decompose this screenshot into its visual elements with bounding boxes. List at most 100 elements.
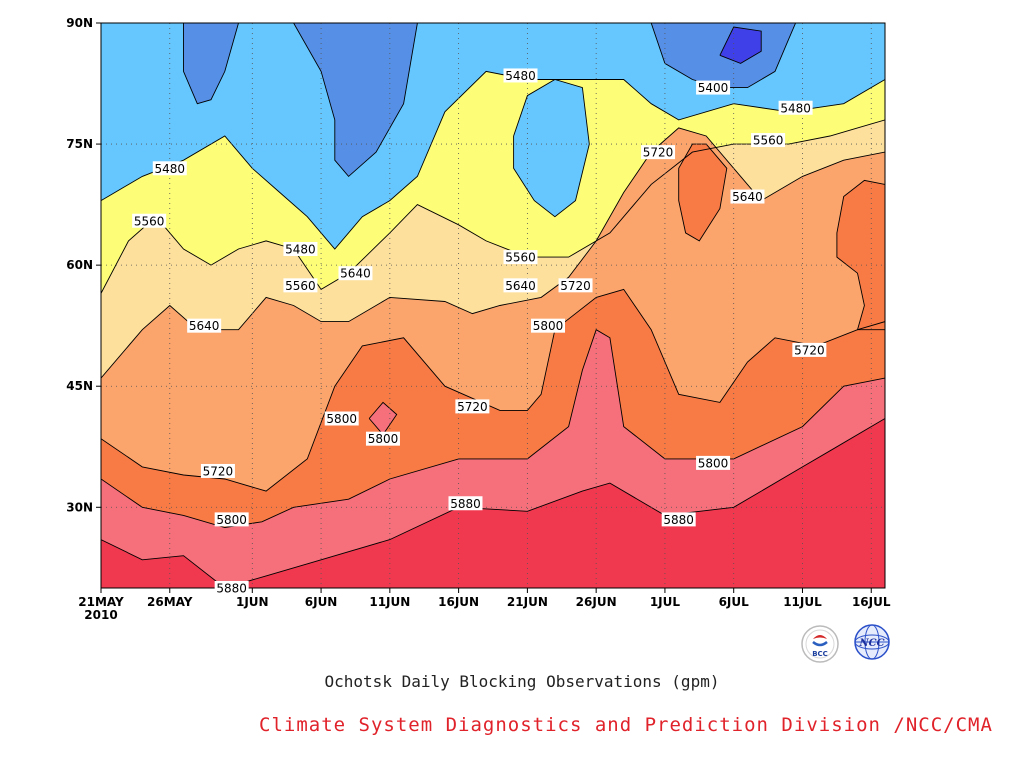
contour-label-24: 5640 — [730, 189, 765, 204]
chart-caption: Ochotsk Daily Blocking Observations (gpm… — [324, 672, 720, 691]
contour-label-1: 5560 — [132, 213, 167, 228]
contour-line-5400-14 — [719, 26, 762, 64]
y-tick-label-60N: 60N — [66, 258, 93, 272]
contour-label-text: 5720 — [457, 400, 488, 414]
contour-label-text: 5560 — [753, 134, 784, 148]
contour-line-5480-9 — [513, 79, 590, 218]
island-fill-5400-14 — [719, 27, 762, 64]
contour-label-23: 5560 — [751, 133, 786, 148]
contour-label-11: 5880 — [448, 496, 483, 511]
x-tick-label-26MAY: 26MAY — [147, 595, 193, 609]
contour-label-22: 5480 — [778, 100, 813, 115]
plot-frame — [100, 22, 886, 589]
contour-label-text: 5480 — [780, 101, 811, 115]
contour-label-text: 5720 — [203, 464, 234, 478]
axes: 30N 45N 60N 75N 90N 21MAY 26MAY 1JUN 6JUN 11JUN 16… — [66, 16, 891, 622]
x-tick-label-26JUN: 26JUN — [576, 595, 617, 609]
island-fill-5400-6 — [183, 23, 239, 104]
contour-label-text: 5720 — [560, 279, 591, 293]
ncc-logo-text: NCC — [858, 638, 884, 649]
contour-label-text: 5480 — [285, 243, 316, 257]
x-tick-label-16JUN: 16JUN — [438, 595, 479, 609]
contour-line-5720-11 — [836, 179, 885, 331]
contour-line-5400-7 — [293, 23, 418, 178]
contour-label-text: 5720 — [794, 343, 825, 357]
gridlines — [101, 23, 885, 588]
contour-label-text: 5800 — [698, 456, 729, 470]
contour-label-text: 5880 — [450, 497, 481, 511]
x-tick-label-6JUN: 6JUN — [305, 595, 338, 609]
contour-label-text: 5400 — [698, 81, 729, 95]
contour-label-text: 5640 — [505, 279, 536, 293]
y-tick-label-30N: 30N — [66, 500, 93, 514]
contour-line-5720-2 — [101, 288, 885, 492]
island-fill-5400-7 — [293, 23, 418, 177]
y-tick-label-90N: 90N — [66, 16, 93, 30]
contour-label-text: 5640 — [732, 190, 763, 204]
contour-label-text: 5480 — [505, 69, 536, 83]
x-tick-label-21JUN: 21JUN — [507, 595, 548, 609]
x-year-label: 2010 — [84, 608, 117, 622]
contour-label-text: 5640 — [340, 267, 371, 281]
filled-contours — [101, 23, 885, 588]
contour-label-3: 5720 — [200, 463, 235, 478]
x-tick-label-11JUL: 11JUL — [783, 595, 822, 609]
contour-label-20: 5880 — [661, 512, 696, 527]
contour-label-9: 5800 — [324, 411, 359, 426]
y-tick-label-75N: 75N — [66, 137, 93, 151]
contour-labels: 5480 5560 5640 5720 5800 5880 5480 5560 5640 5800… — [132, 68, 827, 596]
y-tick-label-45N: 45N — [66, 379, 93, 393]
island-fill-5880-12 — [369, 402, 397, 435]
contour-label-13: 5480 — [503, 68, 538, 83]
x-tick-label-11JUN: 11JUN — [369, 595, 410, 609]
contour-label-text: 5800 — [533, 319, 564, 333]
contour-label-text: 5560 — [505, 251, 536, 265]
contour-label-25: 5720 — [792, 342, 827, 357]
x-tick-label-21MAY: 21MAY — [78, 595, 124, 609]
contour-label-16: 5800 — [531, 318, 566, 333]
island-fill-5480-9 — [513, 79, 590, 217]
contour-label-text: 5480 — [154, 162, 185, 176]
x-tick-label-1JUL: 1JUL — [650, 595, 681, 609]
contour-line-5400-6 — [183, 23, 239, 105]
x-tick-label-6JUL: 6JUL — [719, 595, 750, 609]
contour-label-12: 5720 — [455, 399, 490, 414]
contour-label-4: 5800 — [214, 512, 249, 527]
contour-line-5880-12 — [368, 401, 398, 436]
footer-credit: Climate System Diagnostics and Predictio… — [259, 714, 993, 736]
contour-label-7: 5560 — [283, 278, 318, 293]
contour-label-text: 5800 — [368, 432, 399, 446]
contour-line-5880-0 — [101, 418, 885, 588]
contour-label-21: 5800 — [696, 455, 731, 470]
bcc-logo-text: BCC — [812, 650, 828, 658]
contour-label-0: 5480 — [152, 161, 187, 176]
contour-label-text: 5560 — [285, 279, 316, 293]
contour-label-text: 5640 — [189, 319, 220, 333]
contour-line-5400-8 — [650, 23, 797, 89]
contour-label-15: 5640 — [503, 278, 538, 293]
contour-label-14: 5560 — [503, 250, 538, 265]
island-fill-5720-10 — [678, 144, 727, 241]
contour-label-2: 5640 — [187, 318, 222, 333]
island-fill-5720-11 — [836, 180, 885, 330]
contour-label-text: 5800 — [326, 412, 357, 426]
contour-label-17: 5720 — [558, 278, 593, 293]
bcc-logo-icon: BCC — [801, 625, 839, 663]
contour-label-text: 5800 — [216, 513, 247, 527]
x-tick-label-16JUL: 16JUL — [852, 595, 891, 609]
contour-label-text: 5720 — [643, 146, 674, 160]
logos: BCC NCC — [801, 624, 890, 663]
ncc-logo-icon: NCC — [854, 624, 890, 660]
contour-label-18: 5720 — [641, 145, 676, 160]
contour-label-5: 5880 — [214, 581, 249, 596]
x-tick-label-1JUN: 1JUN — [236, 595, 269, 609]
contour-label-10: 5800 — [365, 431, 400, 446]
contour-label-19: 5400 — [696, 80, 731, 95]
contour-label-text: 5880 — [663, 513, 694, 527]
contour-label-text: 5880 — [216, 582, 247, 596]
contour-line-5560-4 — [101, 119, 885, 294]
contour-label-6: 5480 — [283, 242, 318, 257]
band-fill-5880 — [101, 418, 885, 588]
contour-label-text: 5560 — [134, 214, 165, 228]
